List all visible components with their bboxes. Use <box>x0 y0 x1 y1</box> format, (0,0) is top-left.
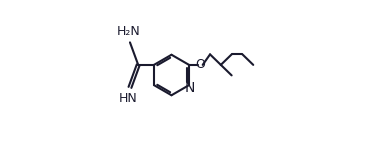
Text: HN: HN <box>119 92 138 105</box>
Text: O: O <box>195 58 205 71</box>
Text: H₂N: H₂N <box>117 25 141 38</box>
Text: N: N <box>184 81 195 95</box>
